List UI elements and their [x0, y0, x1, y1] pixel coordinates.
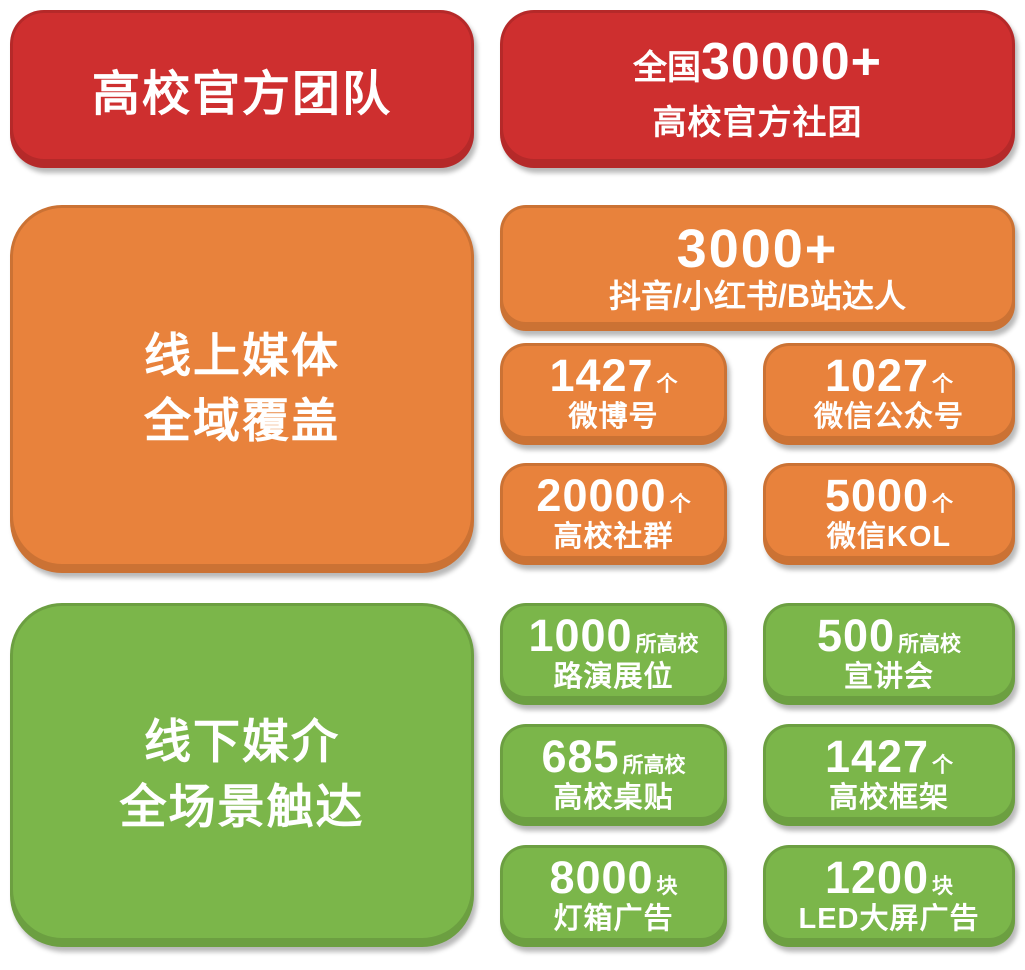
stat-unit: 个 [656, 373, 678, 397]
offline-title-card: 线下媒介 全场景触达 [10, 603, 474, 947]
num-row: 8000 块 [549, 855, 677, 900]
stat-card-led-screen-ads: 1200 块 LED大屏广告 [763, 845, 1015, 947]
stat-number: 8000 [549, 852, 654, 904]
num-row: 1427 个 [825, 734, 953, 779]
stat-unit: 所高校 [635, 633, 699, 657]
stat-number: 685 [541, 731, 620, 783]
stat-number: 1200 [824, 852, 930, 904]
stat-label: 高校桌贴 [553, 782, 674, 815]
stat-card-campus-frame: 1427 个 高校框架 [763, 724, 1015, 826]
num-row: 1427 个 [549, 353, 677, 398]
stat-label: 微博号 [568, 401, 659, 434]
stat-number: 1027 [824, 350, 930, 402]
stat-card-campus-groups: 20000 个 高校社群 [500, 463, 727, 565]
online-title-line1: 线上媒体 [144, 329, 340, 383]
stat-label: 高校框架 [828, 782, 949, 815]
team-section: 高校官方团队 全国 30000+ 高校官方社团 [10, 10, 1015, 168]
offline-media-section: 线下媒介 全场景触达 1000 所高校 路演展位 500 所高校 宣讲会 [10, 603, 1015, 947]
num-row: 685 所高校 [541, 734, 685, 779]
stat-unit: 所高校 [622, 754, 686, 778]
stat-card-lightbox-ads: 8000 块 灯箱广告 [500, 845, 727, 947]
stat-unit: 块 [656, 875, 678, 899]
online-title-card: 线上媒体 全域覆盖 [10, 205, 474, 573]
team-stat-line2: 高校官方社团 [652, 104, 863, 143]
team-title: 高校官方团队 [91, 68, 392, 121]
stat-number: 1000 [528, 610, 633, 662]
team-stat-number: 30000+ [701, 32, 882, 91]
online-hero-number: 3000+ [676, 219, 839, 280]
stat-card-info-session: 500 所高校 宣讲会 [763, 603, 1015, 705]
stat-card-wechat-official: 1027 个 微信公众号 [763, 343, 1015, 445]
stat-number: 1427 [824, 731, 930, 783]
num-row: 5000 个 [825, 473, 953, 518]
stat-unit: 块 [932, 875, 954, 899]
stat-label: 灯箱广告 [553, 903, 674, 936]
online-cards-grid: 1427 个 微博号 1027 个 微信公众号 20000 个 [500, 343, 1015, 565]
online-hero-card: 3000+ 抖音/小红书/B站达人 [500, 205, 1015, 331]
stat-number: 20000 [536, 470, 667, 522]
num-row: 500 所高校 [817, 613, 961, 658]
team-title-card: 高校官方团队 [10, 10, 474, 168]
stat-unit: 个 [932, 493, 954, 517]
stat-label: 微信公众号 [813, 401, 964, 434]
stat-card-desk-sticker: 685 所高校 高校桌贴 [500, 724, 727, 826]
num-row: 1027 个 [825, 353, 953, 398]
stat-unit: 个 [932, 373, 954, 397]
stat-unit: 个 [669, 493, 691, 517]
online-cards-column: 3000+ 抖音/小红书/B站达人 1427 个 微博号 1027 个 [500, 205, 1015, 573]
team-stat-card: 全国 30000+ 高校官方社团 [500, 10, 1015, 168]
online-media-section: 线上媒体 全域覆盖 3000+ 抖音/小红书/B站达人 1427 个 微博号 [10, 205, 1015, 573]
stat-card-wechat-kol: 5000 个 微信KOL [763, 463, 1015, 565]
stat-label: 高校社群 [553, 521, 674, 554]
stat-label: 宣讲会 [843, 661, 934, 694]
stat-card-weibo: 1427 个 微博号 [500, 343, 727, 445]
offline-title-line1: 线下媒介 [144, 715, 340, 769]
offline-cards-grid: 1000 所高校 路演展位 500 所高校 宣讲会 685 所高校 高校桌贴 [500, 603, 1015, 947]
stat-label: 微信KOL [826, 521, 952, 554]
num-row: 1000 所高校 [528, 613, 698, 658]
offline-title-line2: 全场景触达 [119, 780, 365, 833]
stat-number: 1427 [549, 350, 654, 402]
stat-number: 500 [816, 610, 896, 662]
stat-number: 5000 [824, 470, 930, 522]
online-hero-label: 抖音/小红书/B站达人 [609, 277, 906, 314]
team-stat-prefix: 全国 [633, 48, 702, 87]
stat-label: 路演展位 [553, 661, 674, 694]
num-row: 1200 块 [825, 855, 953, 900]
online-title-line2: 全域覆盖 [144, 394, 340, 447]
num-row: 20000 个 [536, 473, 690, 518]
stat-label: LED大屏广告 [798, 903, 980, 936]
stat-unit: 所高校 [898, 633, 962, 657]
stat-unit: 个 [932, 754, 954, 778]
stat-card-roadshow: 1000 所高校 路演展位 [500, 603, 727, 705]
team-stat-line1: 全国 30000+ [633, 32, 882, 91]
